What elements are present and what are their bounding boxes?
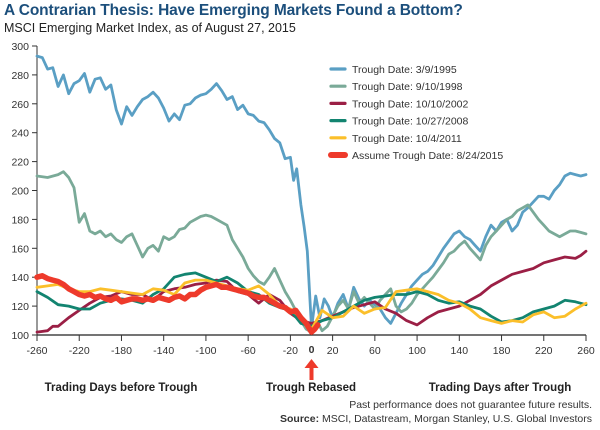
y-tick-label: 220 [11,157,29,169]
series-line-0 [35,54,588,330]
y-tick-label: 160 [11,243,29,255]
legend-label-0: Trough Date: 3/9/1995 [352,64,457,76]
legend-label-3: Trough Date: 10/27/2008 [352,116,469,128]
x-axis-label-left: Trading Days before Trough [45,382,198,394]
y-axis: 100 120 140 160 180 200 220 240 260 280 300 [11,41,38,342]
legend-label-1: Trough Date: 9/10/1998 [352,81,463,93]
legend-label-4: Trough Date: 10/4/2011 [352,133,462,145]
y-tick-label: 100 [11,330,29,342]
y-tick-label: 200 [11,186,29,198]
x-tick-label: 220 [535,345,553,357]
x-tick-label: -60 [241,345,256,357]
legend: Trough Date: 3/9/1995 Trough Date: 9/10/1… [328,64,503,162]
arrow-shaft [309,367,314,380]
x-tick-label: -180 [111,345,132,357]
trough-annotation [304,359,319,380]
legend-label-5: Assume Trough Date: 8/24/2015 [352,150,503,162]
x-tick-label: 140 [451,345,469,357]
series-lines [34,54,588,335]
x-tick-label: 260 [577,345,595,357]
y-tick-label: 280 [11,70,29,82]
x-tick-label: -220 [69,345,90,357]
x-tick-label: 180 [493,345,511,357]
x-tick-label: 100 [408,345,426,357]
y-tick-label: 260 [11,99,29,111]
x-tick-label-zero: 0 [309,344,315,356]
y-tick-label: 240 [11,128,29,140]
source-note: Source: MSCI, Datastream, Morgan Stanley… [280,413,592,425]
y-tick-label: 180 [11,214,29,226]
source-label: Source: [279,413,320,425]
chart-subtitle: MSCI Emerging Market Index, as of August… [4,21,296,35]
x-tick-label: 60 [369,345,381,357]
x-tick-label: -100 [195,345,216,357]
y-tick-label: 300 [11,41,29,53]
x-axis-label-right: Trading Days after Trough [429,382,572,394]
x-axis-label-center: Trough Rebased [266,382,356,394]
arrow-up-icon [304,359,319,368]
chart-title: A Contrarian Thesis: Have Emerging Marke… [4,2,463,19]
y-tick-label: 140 [11,272,29,284]
source-text: MSCI, Datastream, Morgan Stanley, U.S. G… [319,413,592,425]
y-tick-label: 120 [11,301,29,313]
disclaimer-note: Past performance does not guarantee futu… [349,399,592,411]
x-tick-label: -260 [26,345,47,357]
x-tick-label: 20 [327,345,339,357]
legend-label-2: Trough Date: 10/10/2002 [352,98,469,110]
x-tick-label: -20 [283,345,298,357]
x-axis: -260 -220 -180 -140 -100 -60 -20 0 20 60 100 140 180… [26,334,595,357]
x-tick-label: -140 [153,345,174,357]
series-line-5 [34,273,321,335]
